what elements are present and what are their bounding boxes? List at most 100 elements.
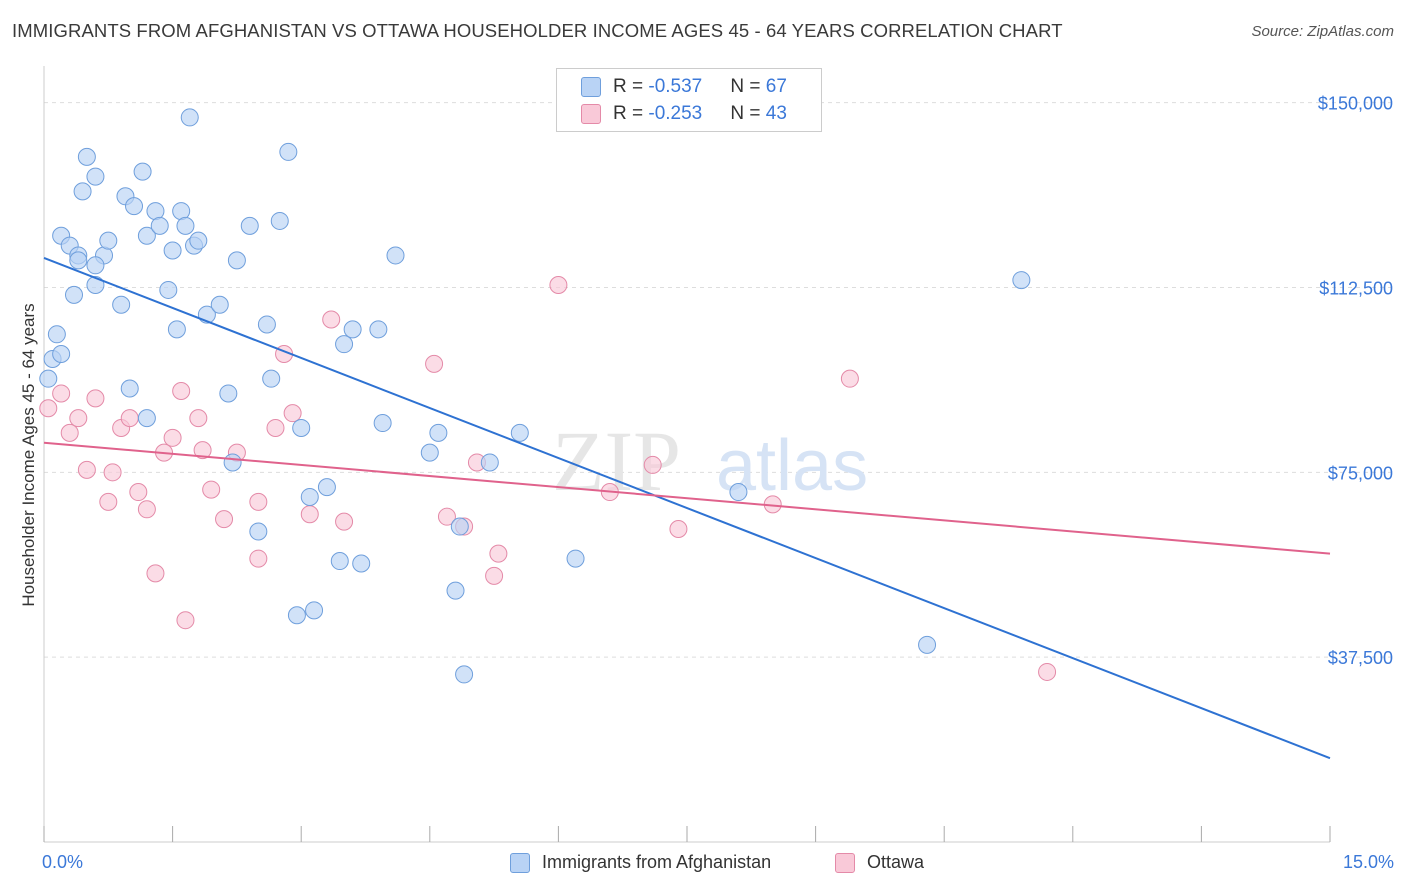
legend-swatch-blue (581, 77, 601, 97)
afghanistan-point (352, 554, 371, 573)
legend-item-ottawa: Ottawa (835, 852, 924, 873)
ottawa-point (189, 409, 208, 428)
afghanistan-point (249, 522, 268, 541)
legend-n-value: 43 (765, 103, 787, 124)
afghanistan-point (729, 483, 748, 502)
afghanistan-point (240, 216, 259, 235)
ottawa-point (215, 510, 234, 529)
ottawa-point (77, 460, 96, 479)
watermark: ZIP atlas (552, 413, 868, 509)
grid-lines (44, 102, 1392, 658)
afghanistan-point (455, 665, 474, 684)
ottawa-point (176, 611, 195, 630)
y-tick-labels: $37,500 $75,000 $112,500 $150,000 (1318, 94, 1393, 669)
afghanistan-point (279, 142, 298, 161)
afghanistan-point (125, 197, 144, 216)
ottawa-point (172, 381, 191, 400)
ottawa-point (669, 520, 688, 539)
axes (43, 66, 1331, 843)
afghanistan-point (450, 517, 469, 536)
ottawa-point (283, 404, 302, 423)
afghanistan-point (112, 295, 131, 314)
trend-line-afghanistan (43, 256, 1331, 760)
ottawa-point (437, 507, 456, 526)
afghanistan-point (420, 443, 439, 462)
ottawa-point (103, 463, 122, 482)
legend-n-value: 67 (765, 76, 787, 97)
afghanistan-point (480, 453, 499, 472)
ottawa-point (137, 500, 156, 519)
afghanistan-point (219, 384, 238, 403)
trend-lines (43, 256, 1331, 760)
afghanistan-point (150, 216, 169, 235)
afghanistan-point (39, 369, 58, 388)
afghanistan-point (176, 216, 195, 235)
legend-row-ottawa: R = -0.253 N = 43 (581, 101, 787, 127)
ottawa-point (249, 549, 268, 568)
ottawa-point (86, 389, 105, 408)
afghanistan-point (133, 162, 152, 181)
stats-legend: R = -0.537 N = 67 R = -0.253 N = 43 (556, 68, 822, 132)
ottawa-point (335, 512, 354, 531)
afghanistan-point (86, 256, 105, 275)
afghanistan-point (287, 606, 306, 625)
ottawa-point (202, 480, 221, 499)
afghanistan-point (257, 315, 276, 334)
afghanistan-point (386, 246, 405, 265)
afghanistan-point (77, 147, 96, 166)
ottawa-point (69, 409, 88, 428)
ottawa-point (146, 564, 165, 583)
ottawa-point (489, 544, 508, 563)
ottawa-point (425, 354, 444, 373)
ottawa-point (120, 409, 139, 428)
legend-swatch-pink (581, 104, 601, 124)
afghanistan-point (292, 418, 311, 437)
afghanistan-point (163, 241, 182, 260)
ottawa-point (39, 399, 58, 418)
ottawa-point (266, 418, 285, 437)
legend-swatch-pink (835, 852, 855, 873)
afghanistan-point (86, 276, 105, 295)
y-tick-label: $37,500 (1328, 648, 1393, 668)
ottawa-point (249, 492, 268, 511)
ottawa-point (52, 384, 71, 403)
y-tick-label: $112,500 (1319, 278, 1393, 298)
y-tick-label: $75,000 (1328, 463, 1393, 483)
legend-item-afghanistan: Immigrants from Afghanistan (510, 852, 771, 873)
legend-n-label: N = (730, 76, 766, 97)
afghanistan-point (99, 231, 118, 250)
ottawa-point (300, 505, 319, 524)
afghanistan-point (52, 345, 71, 364)
afghanistan-point (330, 552, 349, 571)
legend-n-label: N = (730, 103, 766, 124)
source-label: Source: ZipAtlas.com (1251, 23, 1394, 40)
afghanistan-point (305, 601, 324, 620)
y-tick-label: $150,000 (1318, 94, 1393, 114)
ottawa-point (485, 566, 504, 585)
afghanistan-point (317, 478, 336, 497)
x-min-label: 0.0% (42, 852, 84, 872)
ottawa-points (39, 276, 1057, 681)
afghanistan-point (180, 108, 199, 127)
ottawa-point (322, 310, 341, 329)
ottawa-point (129, 483, 148, 502)
afghanistan-point (189, 231, 208, 250)
afghanistan-point (73, 182, 92, 201)
afghanistan-point (159, 280, 178, 299)
afghanistan-point (270, 211, 289, 230)
afghanistan-point (137, 226, 156, 245)
legend-r-value: -0.537 (648, 76, 703, 97)
afghanistan-point (223, 453, 242, 472)
trend-line-ottawa (43, 441, 1331, 555)
afghanistan-point (167, 320, 186, 339)
legend-r-value: -0.253 (648, 103, 703, 124)
afghanistan-point (69, 251, 88, 270)
series-legend: Immigrants from Afghanistan Ottawa (0, 852, 1406, 878)
chart-title: IMMIGRANTS FROM AFGHANISTAN VS OTTAWA HO… (12, 20, 1063, 41)
ottawa-point (163, 428, 182, 447)
legend-label-afghanistan: Immigrants from Afghanistan (542, 852, 772, 872)
afghanistan-point (446, 581, 465, 600)
afghanistan-point (65, 285, 84, 304)
ottawa-point (193, 441, 212, 460)
afghanistan-point (918, 635, 937, 654)
